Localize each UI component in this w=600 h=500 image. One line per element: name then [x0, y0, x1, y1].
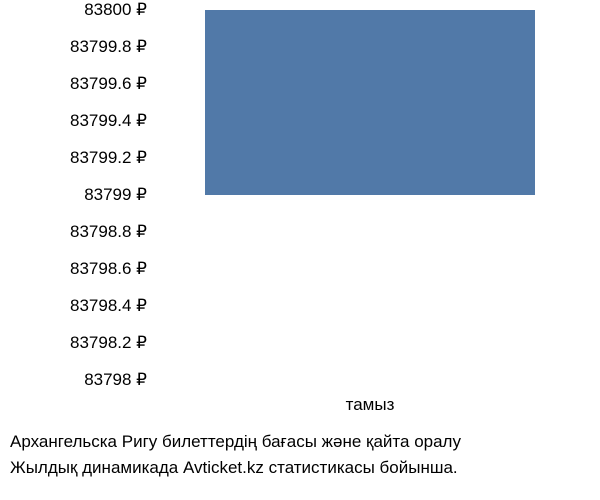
y-tick: 83798.4 ₽ [70, 296, 147, 316]
y-tick: 83799.8 ₽ [70, 37, 147, 57]
caption-line-2: Жылдық динамикада Avticket.kz статистика… [10, 455, 600, 481]
y-tick: 83799.2 ₽ [70, 148, 147, 168]
y-tick: 83798.2 ₽ [70, 333, 147, 353]
chart-caption: Архангельска Ригу билеттердің бағасы жән… [10, 429, 600, 480]
y-tick: 83798 ₽ [84, 370, 147, 390]
y-tick: 83798.6 ₽ [70, 259, 147, 279]
y-tick: 83799.4 ₽ [70, 111, 147, 131]
caption-line-1: Архангельска Ригу билеттердің бағасы жән… [10, 429, 600, 455]
y-tick: 83798.8 ₽ [70, 222, 147, 242]
x-axis-label: тамыз [346, 395, 395, 415]
y-tick: 83799 ₽ [84, 185, 147, 205]
y-tick: 83799.6 ₽ [70, 74, 147, 94]
chart-container: 83800 ₽ 83799.8 ₽ 83799.6 ₽ 83799.4 ₽ 83… [0, 0, 600, 420]
y-tick: 83800 ₽ [84, 0, 147, 20]
plot-area [155, 10, 585, 380]
y-axis: 83800 ₽ 83799.8 ₽ 83799.6 ₽ 83799.4 ₽ 83… [0, 0, 155, 380]
bar [205, 10, 535, 195]
